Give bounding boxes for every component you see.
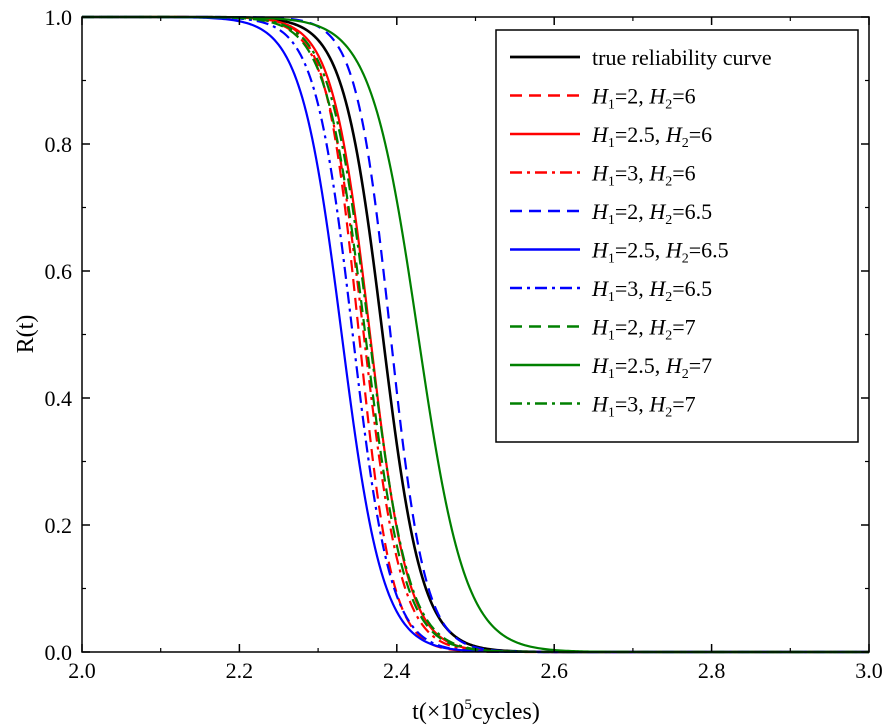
- axis-tick-labels: 2.0 2.2 2.4 2.6 2.8 3.0 0.0 0.2 0.4 0.6 0.8 1.0: [45, 5, 883, 683]
- x-tick-label: 3.0: [855, 658, 883, 683]
- legend-label-5: H1=2, H2=6.5: [591, 199, 712, 228]
- y-tick-label: 0.6: [45, 259, 73, 284]
- axis-ticks: [81, 16, 870, 653]
- legend-items: true reliability curve H1=2, H2=6 H1=2.5, …: [510, 45, 772, 421]
- y-tick-label: 0.4: [45, 386, 73, 411]
- legend: true reliability curve H1=2, H2=6 H1=2.5, …: [495, 29, 859, 443]
- legend-label-1: true reliability curve: [592, 45, 772, 70]
- legend-label-6: H1=2.5, H2=6.5: [591, 238, 729, 267]
- y-tick-label: 0.2: [45, 513, 73, 538]
- y-tick-label: 0.8: [45, 132, 73, 157]
- x-axis-label: t(×105cycles): [412, 697, 540, 725]
- legend-label-8: H1=2, H2=7: [591, 315, 696, 344]
- legend-label-4: H1=3, H2=6: [591, 161, 696, 190]
- x-axis-label-prefix: t(×10: [412, 699, 464, 725]
- x-axis-label-exponent: 5: [464, 697, 472, 713]
- legend-label-7: H1=3, H2=6.5: [591, 276, 712, 305]
- x-tick-label: 2.6: [540, 658, 568, 683]
- legend-label-3: H1=2.5, H2=6: [591, 122, 712, 151]
- x-tick-label: 2.0: [68, 658, 96, 683]
- legend-label-2: H1=2, H2=6: [591, 84, 696, 113]
- legend-label-9: H1=2.5, H2=7: [591, 353, 712, 382]
- y-tick-label: 0.0: [45, 640, 73, 665]
- x-tick-label: 2.4: [383, 658, 411, 683]
- series-line-5: [82, 15, 869, 654]
- legend-label-10: H1=3, H2=7: [591, 392, 696, 421]
- x-tick-label: 2.8: [698, 658, 726, 683]
- legend-box: [495, 29, 859, 443]
- y-tick-label: 1.0: [45, 5, 73, 30]
- x-axis-label-suffix: cycles): [472, 699, 540, 725]
- y-axis-label: R(t): [13, 315, 39, 354]
- x-tick-label: 2.2: [226, 658, 254, 683]
